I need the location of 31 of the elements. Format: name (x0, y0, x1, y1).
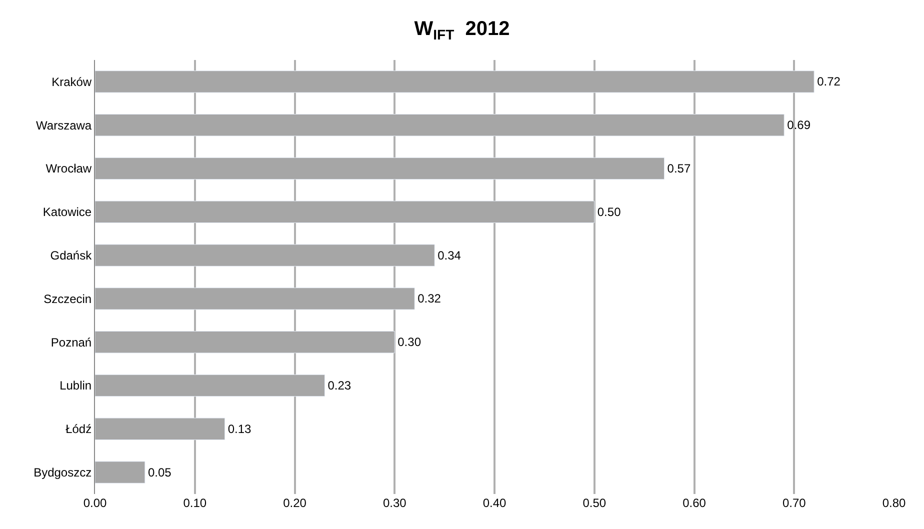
y-tick-label: Szczecin (44, 292, 92, 306)
y-tick-label: Kraków (52, 74, 92, 89)
y-tick-label: Lublin (60, 378, 92, 393)
data-label: 0.30 (398, 335, 422, 350)
y-tick-label: Łódź (66, 422, 92, 436)
x-tick-label: 0.20 (283, 496, 307, 510)
x-tick-label: 0.30 (382, 496, 407, 510)
data-label: 0.57 (667, 162, 691, 176)
data-label: 0.69 (787, 118, 811, 132)
y-tick-label: Bydgoszcz (34, 466, 92, 480)
bar (95, 461, 146, 484)
data-label: 0.32 (418, 292, 442, 306)
x-tick-label: 0.60 (682, 496, 706, 510)
data-label: 0.05 (148, 465, 172, 480)
y-tick-label: Warszawa (36, 118, 92, 132)
y-tick-label: Poznań (50, 335, 92, 350)
y-tick-label: Wrocław (46, 162, 92, 176)
x-tick-label: 0.00 (83, 496, 107, 510)
y-tick-label: Katowice (42, 205, 92, 220)
x-tick-label: 0.40 (482, 496, 506, 510)
x-tick-label: 0.70 (782, 496, 806, 510)
data-label: 0.72 (817, 74, 841, 89)
data-label: 0.50 (597, 204, 622, 219)
data-label: 0.13 (228, 422, 252, 436)
data-label: 0.34 (438, 248, 462, 262)
x-tick-label: 0.10 (183, 496, 207, 510)
x-tick-label: 0.50 (582, 496, 606, 510)
y-tick-label: Gdańsk (50, 248, 93, 262)
data-label: 0.23 (328, 378, 352, 392)
x-tick-label: 0.80 (882, 496, 906, 510)
chart-title: W$_{IFT}$ 2012 (414, 18, 510, 42)
